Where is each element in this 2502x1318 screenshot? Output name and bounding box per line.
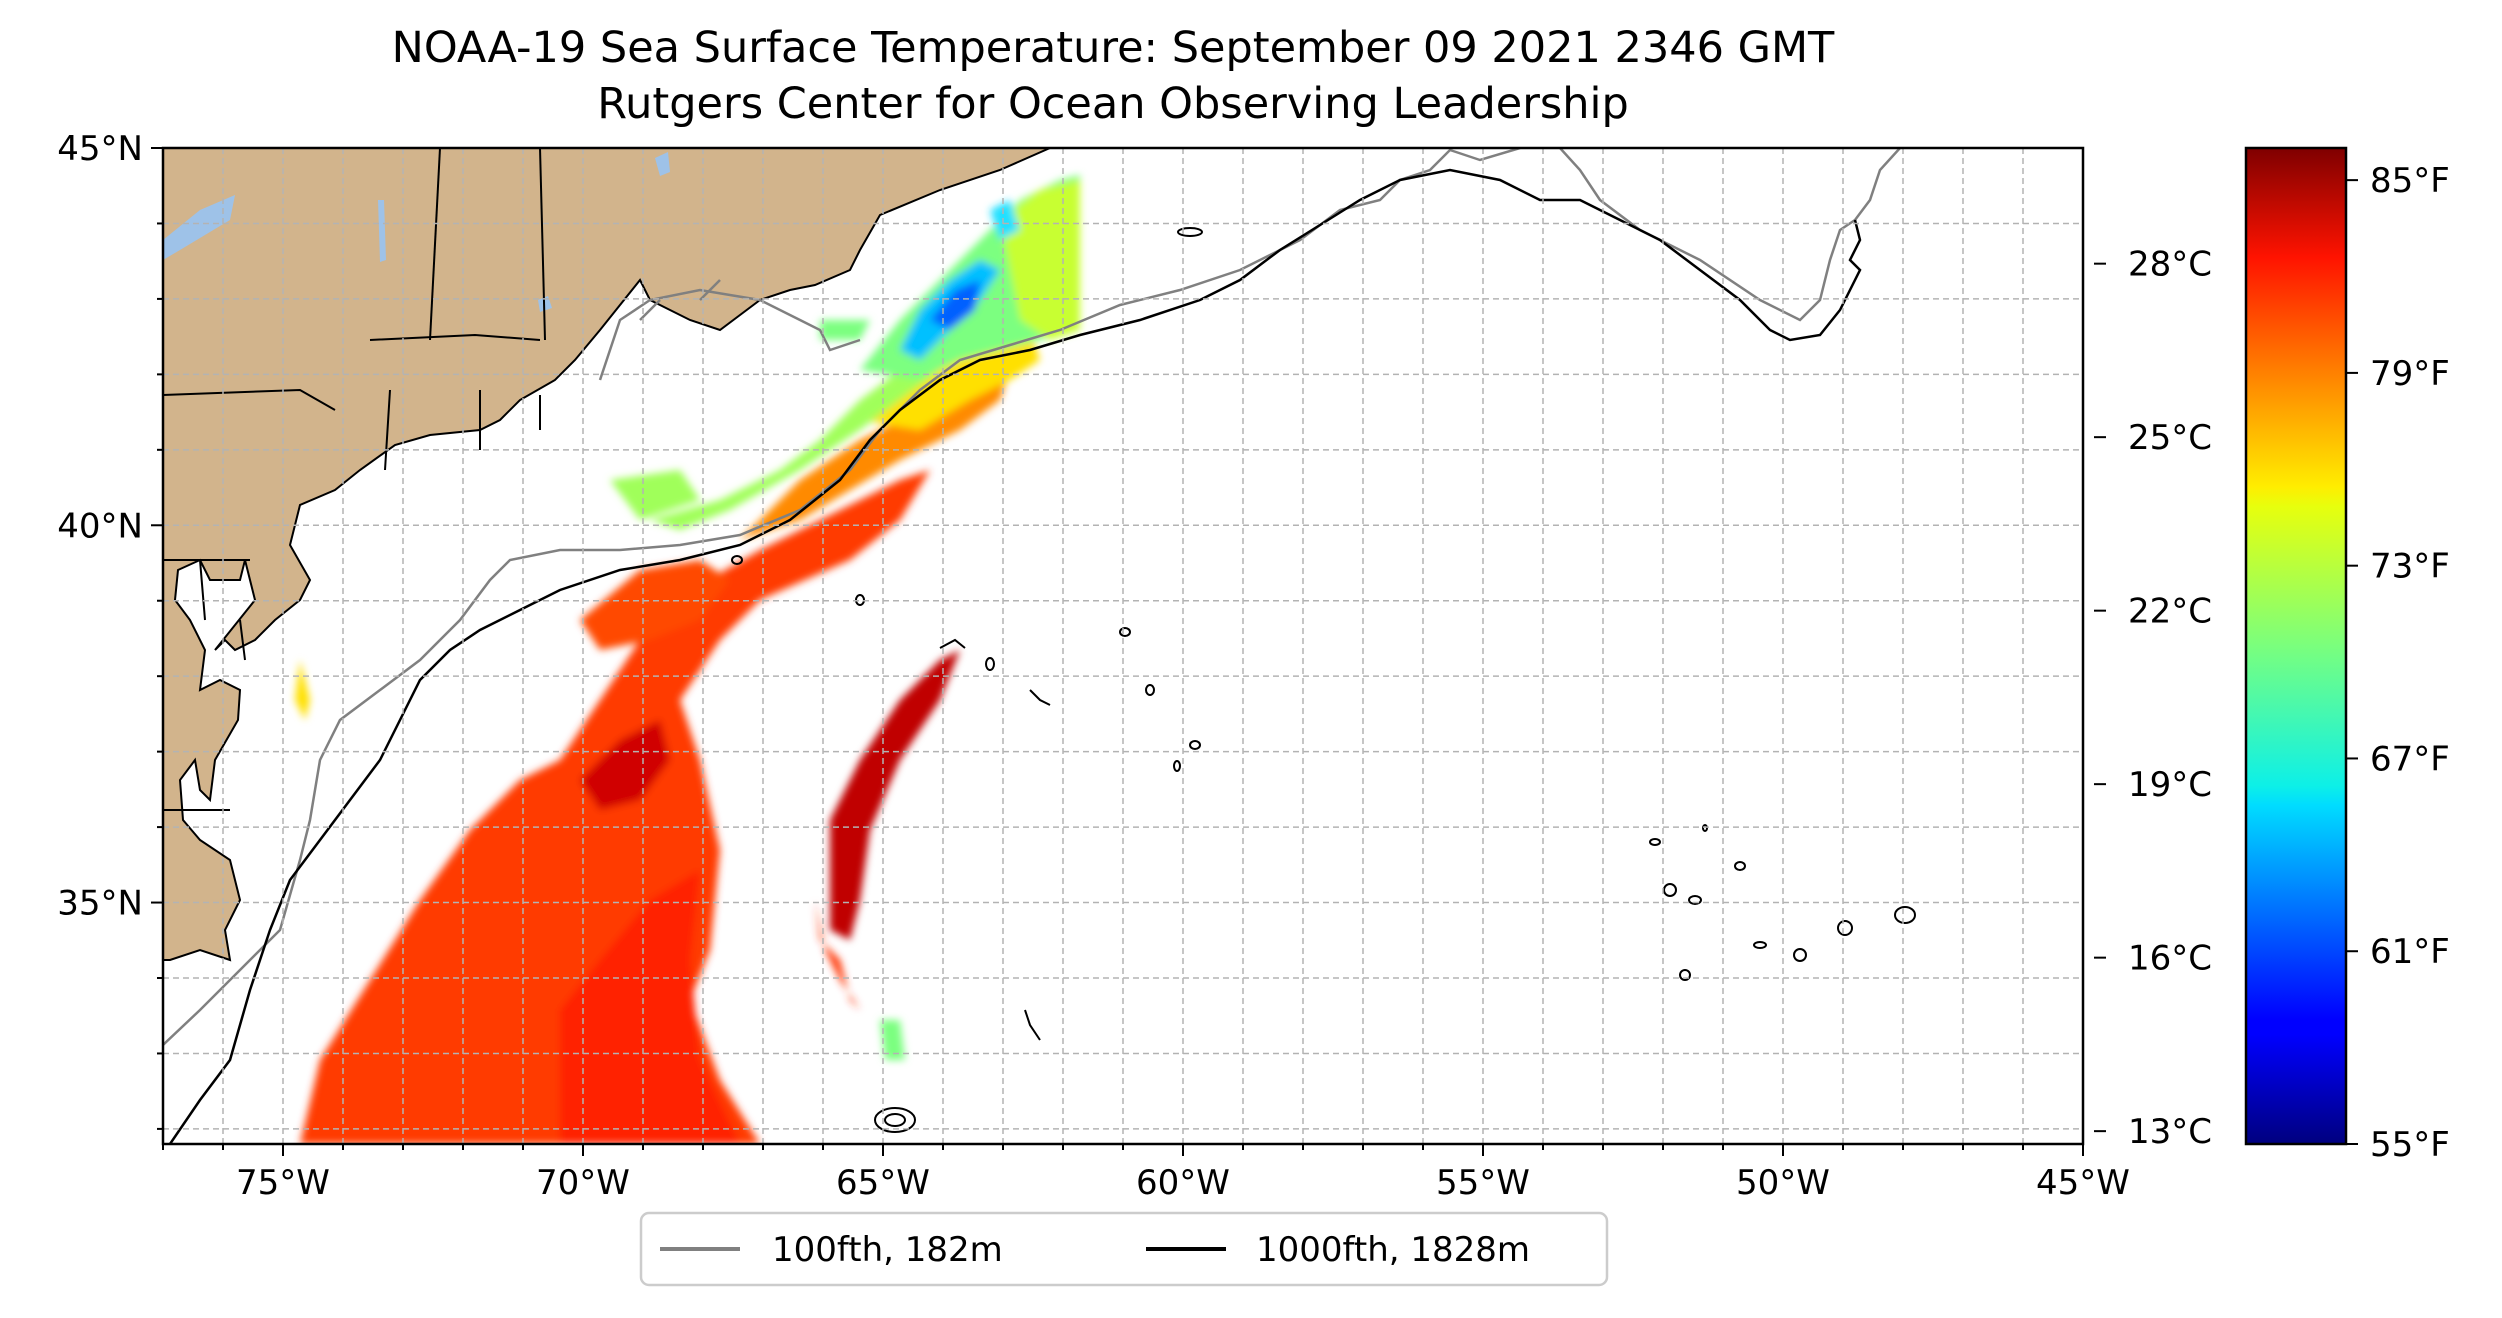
isobath-legend: 100fth, 182m 1000fth, 1828m: [639, 1211, 1609, 1287]
colorbar-c-label: 28°C: [2128, 245, 2212, 285]
legend-label-100fth: 100fth, 182m: [772, 1230, 1003, 1270]
legend-label-1000fth: 1000fth, 1828m: [1256, 1230, 1530, 1270]
lake-champlain: [378, 200, 386, 262]
colorbar-gradient: [2244, 146, 2348, 1146]
gridlines: [163, 148, 2083, 1144]
lon-tick-label: 45°W: [2036, 1163, 2130, 1203]
legend-box: [639, 1211, 1609, 1287]
colorbar-f-label: 79°F: [2370, 354, 2450, 394]
colorbar-f-label: 85°F: [2370, 161, 2450, 201]
colorbar-c-label: 16°C: [2128, 939, 2212, 979]
land-north-america: [163, 148, 1051, 962]
colorbar-f-label: 61°F: [2370, 932, 2450, 972]
seamounts: [731, 227, 1916, 1133]
colorbar: 85°F 79°F 73°F 67°F 61°F 55°F 28°C 25°C 22°C 19°…: [2094, 146, 2450, 1165]
map-content: [163, 148, 2083, 1144]
colorbar-celsius-ticks: 28°C 25°C 22°C 19°C 16°C 13°C: [2094, 245, 2212, 1152]
latitude-axis: 45°N 40°N 35°N: [57, 129, 163, 1130]
colorbar-f-label: 55°F: [2370, 1125, 2450, 1165]
state-borders: [163, 148, 546, 811]
colorbar-c-label: 19°C: [2128, 765, 2212, 805]
lon-tick-label: 70°W: [536, 1163, 630, 1203]
lake-ontario-edge: [163, 195, 235, 260]
lat-tick-label: 35°N: [57, 884, 143, 924]
colorbar-f-label: 73°F: [2370, 547, 2450, 587]
lon-tick-label: 55°W: [1436, 1163, 1530, 1203]
colorbar-c-label: 22°C: [2128, 592, 2212, 632]
lon-tick-label: 65°W: [836, 1163, 930, 1203]
colorbar-f-label: 67°F: [2370, 739, 2450, 779]
lat-tick-label: 40°N: [57, 506, 143, 546]
longitude-axis: 75°W 70°W 65°W 60°W 55°W 50°W 45°W: [162, 1144, 2130, 1203]
lon-tick-label: 75°W: [236, 1163, 330, 1203]
isobath-100fth: [163, 148, 1901, 1046]
colorbar-fahrenheit-ticks: 85°F 79°F 73°F 67°F 61°F 55°F: [2346, 161, 2450, 1165]
figure-title: NOAA-19 Sea Surface Temperature: Septemb…: [391, 23, 1835, 73]
isobath-1000fth: [168, 168, 1862, 1144]
lat-tick-label: 45°N: [57, 129, 143, 169]
figure-subtitle: Rutgers Center for Ocean Observing Leade…: [597, 79, 1629, 129]
lon-tick-label: 50°W: [1736, 1163, 1830, 1203]
colorbar-c-label: 13°C: [2128, 1112, 2212, 1152]
colorbar-c-label: 25°C: [2128, 418, 2212, 458]
lon-tick-label: 60°W: [1136, 1163, 1230, 1203]
moosehead-lake: [655, 152, 670, 176]
